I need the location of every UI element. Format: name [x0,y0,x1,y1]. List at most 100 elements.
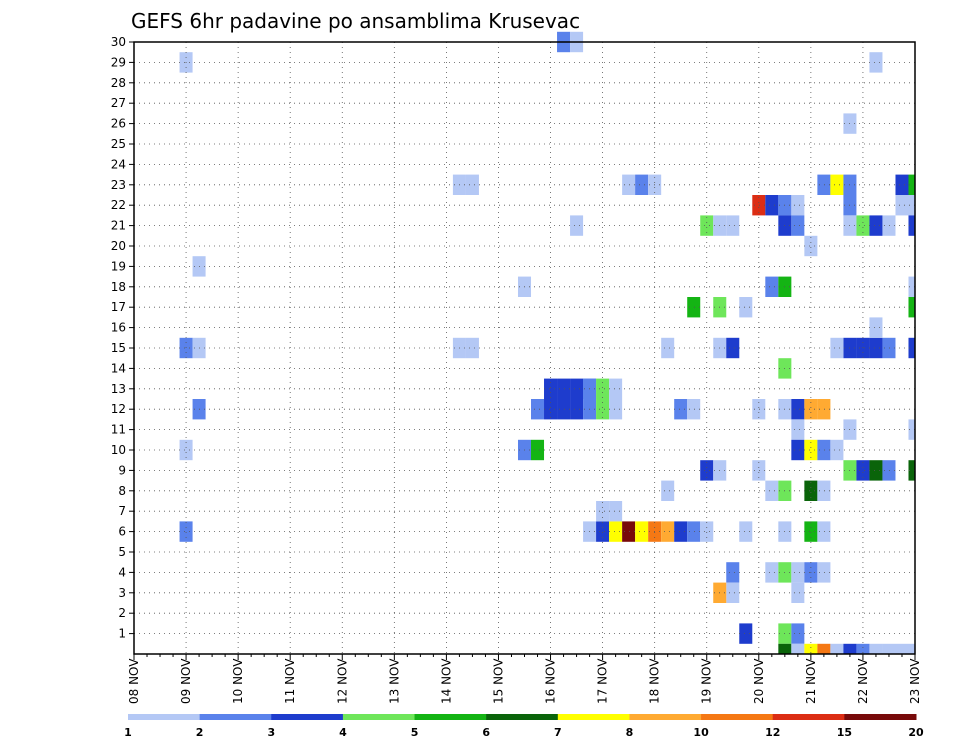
heatmap-cell [804,235,818,257]
heatmap-cell [635,174,649,195]
colorbar-swatch [844,714,917,720]
colorbar-swatch [128,714,201,720]
heatmap-cell [739,297,753,318]
heatmap-cell [869,317,883,338]
heatmap-cell [830,337,844,359]
y-tick-label: 2 [118,606,126,620]
heatmap-cell [622,174,636,195]
heatmap-cell [804,480,818,501]
heatmap-cell [856,215,870,236]
heatmap-cell [895,643,909,654]
y-tick-label: 18 [111,280,126,294]
heatmap-cell [804,439,818,461]
y-tick-label: 6 [118,525,126,539]
heatmap-cell [804,643,818,654]
heatmap-cell [791,399,805,420]
heatmap-cell [804,521,818,542]
y-tick-label: 19 [111,259,126,273]
heatmap-cell [869,643,883,654]
heatmap-cell [687,399,701,420]
y-tick-label: 22 [111,198,126,212]
heatmap-cell [908,419,915,440]
heatmap-cell [609,378,623,399]
heatmap-cell [752,195,766,216]
x-axis: 08 NOV 09 NOV 10 NOV 11 NOV 12 NOV 13 NOV 14 N… [127,654,922,704]
y-tick-label: 29 [111,55,126,69]
colorbar-swatch [772,714,845,720]
heatmap-cell [908,643,915,654]
heatmap-cell [908,337,915,359]
heatmap-cell [817,480,831,501]
x-tick-label: 15 NOV [491,658,505,704]
heatmap-cell [570,215,584,236]
heatmap-cell [869,215,883,236]
heatmap-cell [570,378,584,399]
heatmap-cell [635,521,649,542]
heatmap-cell [179,439,193,461]
colorbar-swatch [414,714,487,720]
heatmap-cell [557,399,571,420]
heatmap-cell [726,562,740,583]
heatmap-cell [869,460,883,481]
heatmap-cell [531,439,545,461]
heatmap-cell [791,582,805,603]
x-tick-label: 08 NOV [127,658,141,704]
heatmap-cell [557,378,571,399]
heatmap-cell [791,643,805,654]
y-tick-label: 5 [118,545,126,559]
heatmap-cell [687,297,701,318]
heatmap-cell [843,643,857,654]
heatmap-cell [908,174,915,195]
colorbar-label: 7 [554,726,562,739]
x-tick-label: 19 NOV [700,658,714,704]
y-tick-label: 28 [111,76,126,90]
x-tick-label: 16 NOV [544,658,558,704]
heatmap-cell [609,521,623,542]
heatmap-cell [765,480,779,501]
y-tick-label: 8 [118,484,126,498]
x-tick-label: 09 NOV [179,658,193,704]
heatmap-cell [661,337,675,359]
heatmap-cell [465,174,479,195]
heatmap-cell [596,378,610,399]
heatmap-cell [531,399,545,420]
heatmap-cell [791,419,805,440]
y-tick-label: 24 [111,157,126,171]
x-tick-label: 22 NOV [856,658,870,704]
y-tick-label: 7 [118,504,126,518]
heatmap-cell [817,562,831,583]
colorbar-label: 4 [339,726,347,739]
heatmap-cell [804,399,818,420]
heatmap-cell [830,174,844,195]
heatmap-cell [817,643,831,654]
heatmap-cell [778,643,792,654]
y-tick-label: 25 [111,137,126,151]
heatmap-cell [882,337,896,359]
colorbar-label: 20 [908,726,924,739]
colorbar-label: 5 [411,726,419,739]
heatmap-cell [609,501,623,522]
heatmap-cell [908,215,915,236]
x-tick-label: 18 NOV [648,658,662,704]
y-tick-label: 17 [111,300,126,314]
heatmap-cell [830,439,844,461]
grid-layer [134,41,915,654]
y-tick-label: 1 [118,627,126,641]
heatmap-cell [544,399,558,420]
colorbar-swatch [271,714,344,720]
heatmap-cell [622,521,636,542]
colorbar-label: 15 [837,726,852,739]
heatmap-cell [908,460,915,481]
x-tick-label: 12 NOV [335,658,349,704]
y-tick-label: 27 [111,96,126,110]
y-tick-label: 10 [111,443,126,457]
colorbar-label: 1 [124,726,132,739]
y-tick-label: 11 [111,423,126,437]
heatmap-cell [661,480,675,501]
chart-title: GEFS 6hr padavine po ansamblima Krusevac [131,9,580,33]
y-tick-label: 14 [111,361,126,375]
heatmap-cell [674,399,688,420]
heatmap-cell [739,623,753,644]
heatmap-cell [609,399,623,420]
